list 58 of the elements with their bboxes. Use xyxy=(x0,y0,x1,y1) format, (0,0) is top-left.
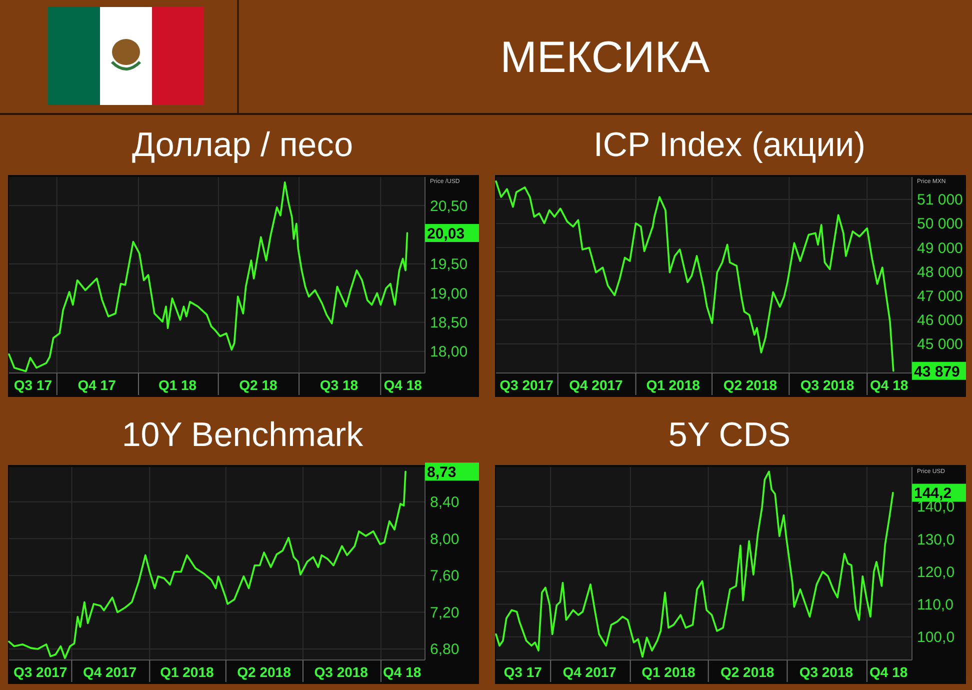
y-tick-label: 49 000 xyxy=(917,240,963,257)
y-tick-label: 7,20 xyxy=(430,604,460,622)
line-series xyxy=(8,181,408,372)
text: МЕКСИКА xyxy=(500,33,710,82)
x-tick-label: Q4 18 xyxy=(384,377,422,393)
annotation: 144,2 xyxy=(914,485,952,502)
y-tick-label: 8,00 xyxy=(430,530,460,548)
y-tick-label: 48 000 xyxy=(917,264,963,281)
x-tick-label: Q3 2018 xyxy=(314,664,368,680)
y-tick-label: 46 000 xyxy=(917,312,963,330)
x-tick-label: Q3 2018 xyxy=(800,377,854,393)
y-tick-label: 19,50 xyxy=(430,256,468,274)
annotation: 8,73 xyxy=(427,464,456,481)
y-tick-label: 18,00 xyxy=(430,344,468,361)
y-tick-label: 18,50 xyxy=(430,314,468,332)
annotation: 43 879 xyxy=(914,363,960,380)
y-tick-label: 50 000 xyxy=(917,216,963,233)
chart-title: 10Y Benchmark xyxy=(122,416,364,454)
x-tick-label: Q4 18 xyxy=(870,664,908,680)
x-tick-label: Q2 18 xyxy=(239,377,278,393)
x-tick-label: Q3 2017 xyxy=(13,664,68,680)
chart-title: Доллар / песо xyxy=(132,126,354,164)
line-series xyxy=(495,180,894,372)
y-tick-label: 6,80 xyxy=(430,641,460,658)
y-tick-label: 51 000 xyxy=(917,192,963,209)
x-tick-label: Q2 2018 xyxy=(723,377,778,393)
y-tick-label: 19,00 xyxy=(430,285,468,302)
chart-title: ICP Index (акции) xyxy=(593,126,866,164)
y-tick-label: 100,0 xyxy=(917,629,955,646)
line-series xyxy=(8,470,406,660)
x-tick-label: Q2 2018 xyxy=(237,664,292,680)
x-tick-label: Q1 2018 xyxy=(160,664,214,680)
line-series xyxy=(495,470,894,658)
y-tick-label: 8,40 xyxy=(430,494,460,512)
chart-title: 5Y CDS xyxy=(668,416,791,454)
x-tick-label: Q3 2018 xyxy=(799,664,854,680)
y-tick-label: 45 000 xyxy=(917,336,963,354)
x-tick-label: Q1 2018 xyxy=(642,664,696,680)
x-tick-label: Q4 2017 xyxy=(569,377,624,393)
y-tick-label: 7,60 xyxy=(430,568,460,585)
x-tick-label: Q4 18 xyxy=(383,664,422,680)
x-tick-label: Q4 17 xyxy=(78,377,116,393)
y-tick-label: 120,0 xyxy=(917,564,955,581)
y-tick-label: 130,0 xyxy=(917,531,955,548)
x-tick-label: Q4 2017 xyxy=(82,664,137,680)
x-tick-label: Q4 2017 xyxy=(562,664,617,680)
y-tick-label: 47 000 xyxy=(917,288,963,305)
y-tick-label: 20,50 xyxy=(430,198,468,215)
x-tick-label: Q3 17 xyxy=(504,664,542,680)
x-tick-label: Q2 2018 xyxy=(720,664,774,680)
x-tick-label: Q1 2018 xyxy=(646,377,700,393)
x-tick-label: Q1 18 xyxy=(158,377,197,393)
x-tick-label: Q3 18 xyxy=(320,377,358,393)
x-tick-label: Q3 17 xyxy=(14,377,52,393)
annotation: 20,03 xyxy=(427,225,465,242)
y-tick-label: 110,0 xyxy=(917,596,954,614)
x-tick-label: Q4 18 xyxy=(870,377,908,393)
x-tick-label: Q3 2017 xyxy=(500,377,554,393)
